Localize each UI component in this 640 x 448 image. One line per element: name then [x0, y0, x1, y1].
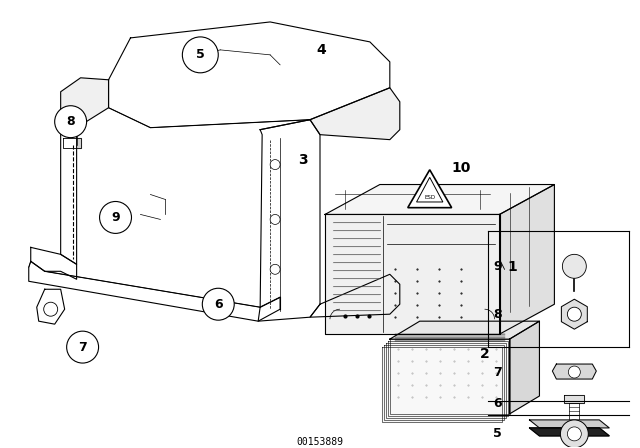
Polygon shape [31, 247, 77, 279]
Text: 1: 1 [508, 260, 517, 274]
Polygon shape [552, 364, 596, 379]
Text: 00153889: 00153889 [296, 437, 344, 447]
Polygon shape [390, 321, 540, 339]
Polygon shape [390, 339, 509, 414]
Text: 4: 4 [316, 43, 326, 57]
Polygon shape [388, 341, 508, 416]
Polygon shape [561, 299, 588, 329]
Circle shape [568, 427, 581, 441]
Circle shape [561, 420, 588, 448]
Circle shape [67, 331, 99, 363]
Polygon shape [310, 274, 400, 317]
Circle shape [202, 288, 234, 320]
Text: 8: 8 [67, 115, 75, 128]
Circle shape [568, 366, 580, 378]
Text: 10: 10 [452, 160, 471, 175]
Polygon shape [564, 395, 584, 403]
Circle shape [100, 202, 131, 233]
Circle shape [44, 302, 58, 316]
Polygon shape [529, 420, 609, 428]
Text: 9: 9 [111, 211, 120, 224]
Polygon shape [61, 78, 109, 128]
Circle shape [568, 307, 581, 321]
Polygon shape [63, 138, 81, 148]
Text: 6: 6 [214, 298, 223, 311]
Text: 3: 3 [298, 153, 308, 167]
Polygon shape [61, 118, 77, 264]
Text: 9: 9 [493, 260, 502, 273]
Polygon shape [386, 343, 506, 418]
Polygon shape [408, 170, 452, 208]
Polygon shape [382, 347, 502, 422]
Text: 5: 5 [196, 48, 205, 61]
Circle shape [270, 264, 280, 274]
Polygon shape [325, 215, 500, 334]
Polygon shape [36, 289, 65, 324]
Polygon shape [258, 120, 320, 321]
Text: 2: 2 [479, 347, 490, 361]
Polygon shape [500, 185, 554, 334]
Circle shape [182, 37, 218, 73]
Text: ESD: ESD [424, 195, 435, 200]
Polygon shape [325, 185, 554, 215]
Polygon shape [509, 321, 540, 414]
Text: 5: 5 [493, 427, 502, 440]
Text: 8: 8 [493, 308, 502, 321]
Circle shape [563, 254, 586, 278]
Polygon shape [384, 345, 504, 420]
Text: 7: 7 [78, 340, 87, 353]
Polygon shape [310, 88, 400, 140]
Polygon shape [29, 261, 280, 321]
Text: 6: 6 [493, 397, 502, 410]
Polygon shape [109, 22, 390, 128]
Circle shape [270, 215, 280, 224]
Text: 7: 7 [493, 366, 502, 379]
Circle shape [54, 106, 86, 138]
Circle shape [270, 159, 280, 169]
Polygon shape [529, 428, 609, 436]
